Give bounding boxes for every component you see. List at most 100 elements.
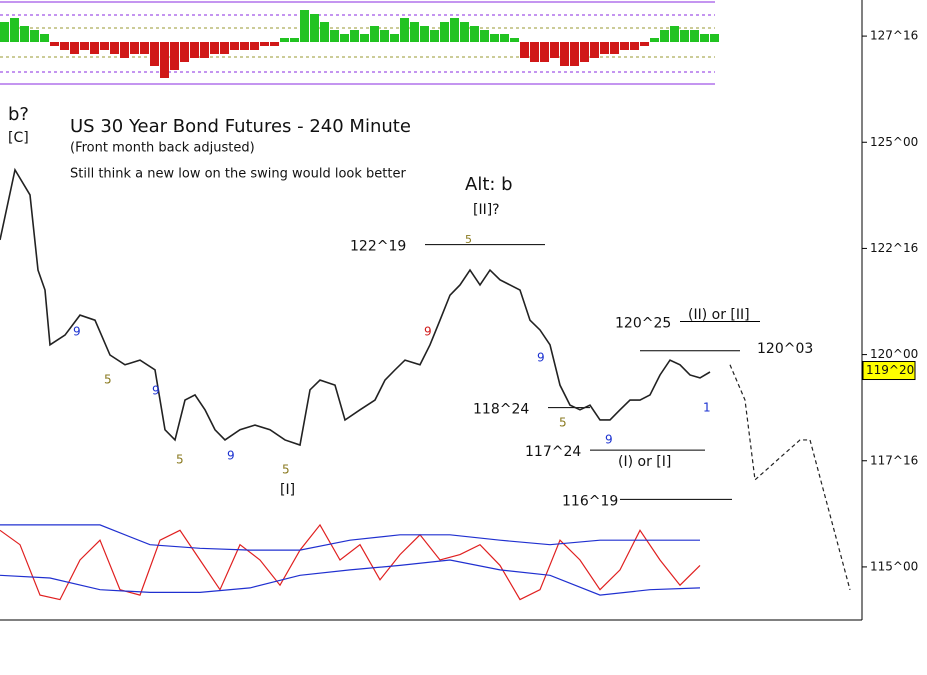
histogram-bar <box>170 42 179 70</box>
oscillator-line <box>0 559 701 596</box>
histogram-bar <box>410 22 419 42</box>
histogram-bar <box>230 42 239 50</box>
level-label: 116^19 <box>562 493 618 509</box>
projection-line <box>729 364 851 591</box>
histogram-bar <box>180 42 189 62</box>
histogram-bar <box>530 42 539 62</box>
histogram-bar <box>670 26 679 42</box>
level-label: 120^25 <box>615 315 671 331</box>
histogram-bar <box>520 42 529 58</box>
wave-label: 9 <box>73 325 81 339</box>
histogram-bar <box>470 26 479 42</box>
histogram-bar <box>240 42 249 50</box>
histogram-bar <box>450 18 459 42</box>
wave-label: 9 <box>227 449 235 463</box>
wave-label: 9 <box>424 325 432 339</box>
histogram-bar <box>10 18 19 42</box>
histogram-bar <box>710 34 719 42</box>
histogram-bar <box>0 22 9 42</box>
histogram-bar <box>270 42 279 46</box>
histogram-bar <box>250 42 259 50</box>
histogram-bar <box>460 22 469 42</box>
level-label: 122^19 <box>350 239 406 255</box>
oscillator-line <box>0 524 700 551</box>
histogram-bar <box>220 42 229 54</box>
y-tick-label: 125^00 <box>870 135 918 149</box>
histogram-bar <box>60 42 69 50</box>
histogram-bar <box>280 38 289 42</box>
histogram-bar <box>590 42 599 58</box>
histogram-bar <box>690 30 699 42</box>
histogram-bar <box>640 42 649 46</box>
histogram-bar <box>630 42 639 50</box>
histogram-bar <box>360 34 369 42</box>
histogram-bar <box>30 30 39 42</box>
histogram-bar <box>90 42 99 54</box>
histogram-bar <box>660 30 669 42</box>
histogram-bar <box>390 34 399 42</box>
histogram-bar <box>330 30 339 42</box>
histogram-bar <box>200 42 209 58</box>
histogram-bar <box>80 42 89 50</box>
histogram-bar <box>310 14 319 42</box>
chart-subtitle: (Front month back adjusted) <box>70 141 255 156</box>
histogram-bar <box>600 42 609 54</box>
histogram-bar <box>70 42 79 54</box>
histogram-bar <box>190 42 199 58</box>
level-label: 120^03 <box>757 341 813 357</box>
y-tick-label: 127^16 <box>870 29 918 43</box>
histogram-bar <box>400 18 409 42</box>
histogram-bar <box>150 42 159 66</box>
wave-label: 5 <box>559 416 567 430</box>
histogram-bar <box>380 30 389 42</box>
wave-label: 1 <box>703 401 711 415</box>
histogram-bar <box>40 34 49 42</box>
wave-label: 9 <box>605 433 613 447</box>
histogram-bar <box>120 42 129 58</box>
histogram-bar <box>550 42 559 58</box>
chart-title: US 30 Year Bond Futures - 240 Minute <box>70 116 411 137</box>
histogram-bar <box>610 42 619 54</box>
histogram-bar <box>430 30 439 42</box>
oscillator-line <box>0 523 701 601</box>
last-price-box <box>862 361 916 381</box>
histogram-bar <box>20 26 29 42</box>
wave-label: Alt: b <box>465 174 513 195</box>
histogram-bar <box>480 30 489 42</box>
histogram-bar <box>700 34 709 42</box>
histogram-bar <box>680 30 689 42</box>
histogram-bar <box>100 42 109 50</box>
wave-label: [I] <box>280 482 295 498</box>
histogram-bar <box>130 42 139 54</box>
wave-label: 9 <box>537 351 545 365</box>
wave-label: 5 <box>282 463 290 477</box>
histogram-bar <box>510 38 519 42</box>
y-tick-label: 115^00 <box>870 559 918 573</box>
histogram-bar <box>320 22 329 42</box>
histogram-bar <box>340 34 349 42</box>
histogram-bar <box>440 22 449 42</box>
histogram-bar <box>290 38 299 42</box>
histogram-bar <box>210 42 219 54</box>
histogram-bar <box>110 42 119 54</box>
histogram-bar <box>300 10 309 42</box>
histogram-bar <box>370 26 379 42</box>
histogram-bar <box>260 42 269 46</box>
wave-label: [C] <box>8 130 29 146</box>
wave-label: b? <box>8 104 29 125</box>
histogram-bar <box>620 42 629 50</box>
histogram-bar <box>500 34 509 42</box>
histogram-bar <box>580 42 589 62</box>
level-label: 117^24 <box>525 444 581 460</box>
histogram-bar <box>50 42 59 46</box>
histogram-bar <box>650 38 659 42</box>
wave-label: [II]? <box>473 202 500 218</box>
histogram-bar <box>420 26 429 42</box>
wave-label: (II) or [II] <box>688 307 750 323</box>
level-label: 118^24 <box>473 402 529 418</box>
wave-label: (I) or [I] <box>618 454 671 470</box>
histogram-bar <box>160 42 169 78</box>
wave-label: 5 <box>176 453 184 467</box>
histogram-bar <box>570 42 579 66</box>
